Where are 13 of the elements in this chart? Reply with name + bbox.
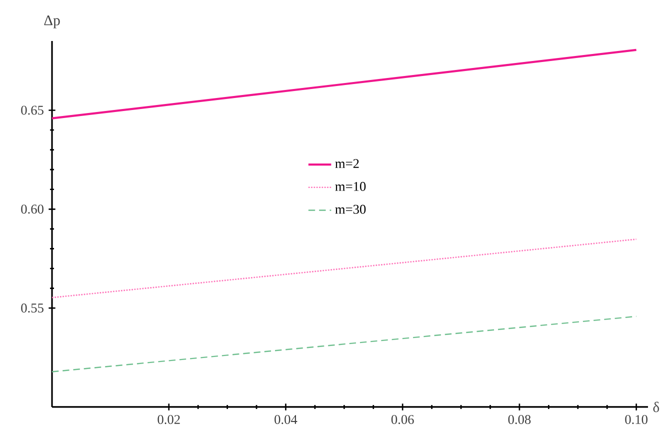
y-tick-label: 0.60 [21, 204, 44, 214]
x-tick-label: 0.10 [625, 415, 648, 424]
x-tick-label: 0.02 [158, 415, 180, 424]
legend-label: m=30 [335, 204, 366, 214]
x-tick-label: 0.06 [391, 415, 414, 424]
y-tick-label: 0.65 [21, 106, 44, 115]
y-axis-title: Δp [44, 15, 60, 28]
y-tick-label: 0.55 [21, 304, 44, 313]
x-axis-title: δ [653, 402, 660, 412]
x-tick-label: 0.04 [274, 415, 298, 424]
legend-label: m=2 [335, 159, 359, 168]
x-tick-label: 0.08 [508, 415, 531, 424]
legend-label: m=10 [335, 182, 366, 191]
